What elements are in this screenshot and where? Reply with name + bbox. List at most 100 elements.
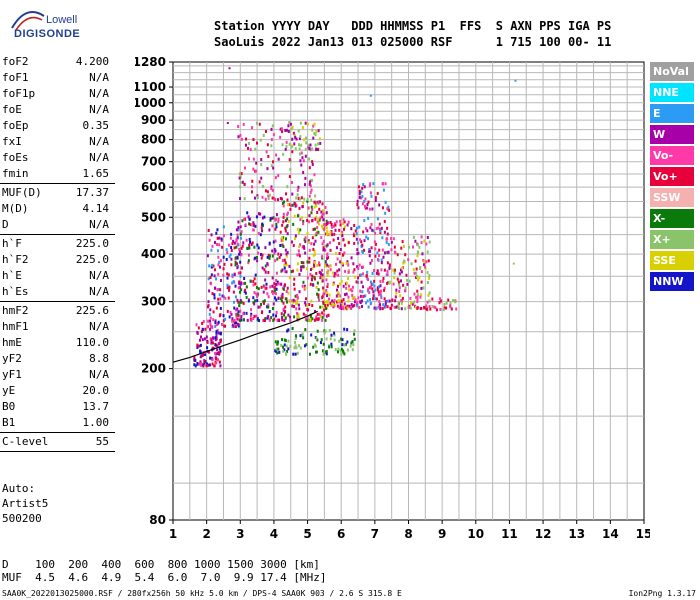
echo-point xyxy=(340,352,343,356)
echo-point xyxy=(388,208,391,212)
y-tick-label: 700 xyxy=(141,155,166,169)
echo-point xyxy=(216,328,219,332)
echo-point xyxy=(313,249,316,253)
echo-point xyxy=(319,341,322,345)
echo-point xyxy=(297,197,300,201)
echo-point xyxy=(359,294,362,298)
echo-point xyxy=(319,216,322,220)
echo-point xyxy=(236,242,239,246)
echo-point xyxy=(310,205,313,209)
echo-point xyxy=(336,350,339,354)
echo-point xyxy=(317,222,320,226)
echo-point xyxy=(408,245,411,249)
echo-point xyxy=(274,198,277,202)
echo-point xyxy=(284,316,287,320)
logo-lowell-text: Lowell xyxy=(46,14,78,26)
echo-point xyxy=(341,338,344,342)
echo-point xyxy=(333,232,336,236)
echo-point xyxy=(361,305,364,309)
echo-point xyxy=(250,312,253,316)
echo-point xyxy=(306,318,309,322)
echo-point xyxy=(237,313,240,317)
echo-point xyxy=(418,276,421,280)
echo-point xyxy=(266,292,269,296)
echo-point xyxy=(297,303,300,307)
echo-point xyxy=(264,197,267,201)
echo-point xyxy=(203,361,206,365)
echo-point xyxy=(245,295,248,299)
echo-point xyxy=(222,225,225,229)
echo-point xyxy=(322,246,325,250)
param-row: foEs N/A xyxy=(0,150,115,166)
echo-point xyxy=(259,302,262,306)
echo-point xyxy=(265,150,268,154)
echo-point xyxy=(216,288,219,292)
echo-point xyxy=(397,300,400,304)
echo-point xyxy=(210,338,213,342)
echo-point xyxy=(234,263,237,267)
param-value: 13.7 xyxy=(82,400,110,413)
echo-point xyxy=(330,342,333,346)
echo-point xyxy=(240,246,243,250)
echo-point xyxy=(282,215,285,219)
polarization-legend: NoVal NNE E W Vo- Vo+ SSW X- X+ SSE NNW xyxy=(650,62,694,293)
echo-point xyxy=(394,299,397,303)
echo-point xyxy=(380,261,383,265)
echo-point xyxy=(356,248,359,252)
echo-point xyxy=(344,282,347,286)
echo-point xyxy=(346,340,349,344)
echo-point xyxy=(267,303,270,307)
echo-point xyxy=(364,197,367,201)
echo-point xyxy=(313,309,316,313)
echo-point xyxy=(196,331,199,335)
echo-point xyxy=(203,337,206,341)
echo-point xyxy=(253,223,256,227)
echo-point xyxy=(279,127,282,131)
echo-point xyxy=(297,185,300,189)
echo-point xyxy=(326,254,329,258)
echo-point xyxy=(358,225,361,229)
echo-point xyxy=(305,343,308,347)
echo-point xyxy=(238,247,241,251)
echo-point xyxy=(369,182,372,186)
echo-point xyxy=(314,261,317,265)
echo-point xyxy=(237,271,240,275)
echo-point xyxy=(274,239,277,243)
echo-point xyxy=(231,319,234,323)
echo-point xyxy=(282,200,285,204)
echo-point xyxy=(218,351,221,355)
echo-point xyxy=(307,214,310,218)
echo-point xyxy=(345,342,348,346)
echo-point xyxy=(280,297,283,301)
echo-point xyxy=(367,216,370,220)
echo-point xyxy=(343,251,346,255)
echo-point xyxy=(311,317,314,321)
echo-point xyxy=(282,345,285,349)
echo-point xyxy=(325,289,328,293)
echo-point xyxy=(361,194,364,198)
echo-point xyxy=(239,286,242,290)
echo-point xyxy=(212,318,215,322)
echo-point xyxy=(310,333,313,337)
echo-point xyxy=(277,220,280,224)
echo-point xyxy=(301,332,304,336)
echo-point xyxy=(316,226,319,230)
echo-point xyxy=(218,293,221,297)
echo-point xyxy=(260,226,263,230)
echo-point xyxy=(256,295,259,299)
echo-point xyxy=(359,273,362,277)
echo-point xyxy=(298,254,301,258)
echo-point xyxy=(345,262,348,266)
echo-point xyxy=(358,305,361,309)
echo-point xyxy=(408,305,411,309)
echo-point xyxy=(367,287,370,291)
echo-point xyxy=(325,226,328,230)
echo-point xyxy=(267,295,270,299)
echo-point xyxy=(331,233,334,237)
echo-point xyxy=(318,200,321,204)
echo-point xyxy=(297,214,300,218)
echo-point xyxy=(350,227,353,231)
echo-point xyxy=(336,300,339,304)
echo-point xyxy=(281,143,284,147)
echo-point xyxy=(338,242,341,246)
